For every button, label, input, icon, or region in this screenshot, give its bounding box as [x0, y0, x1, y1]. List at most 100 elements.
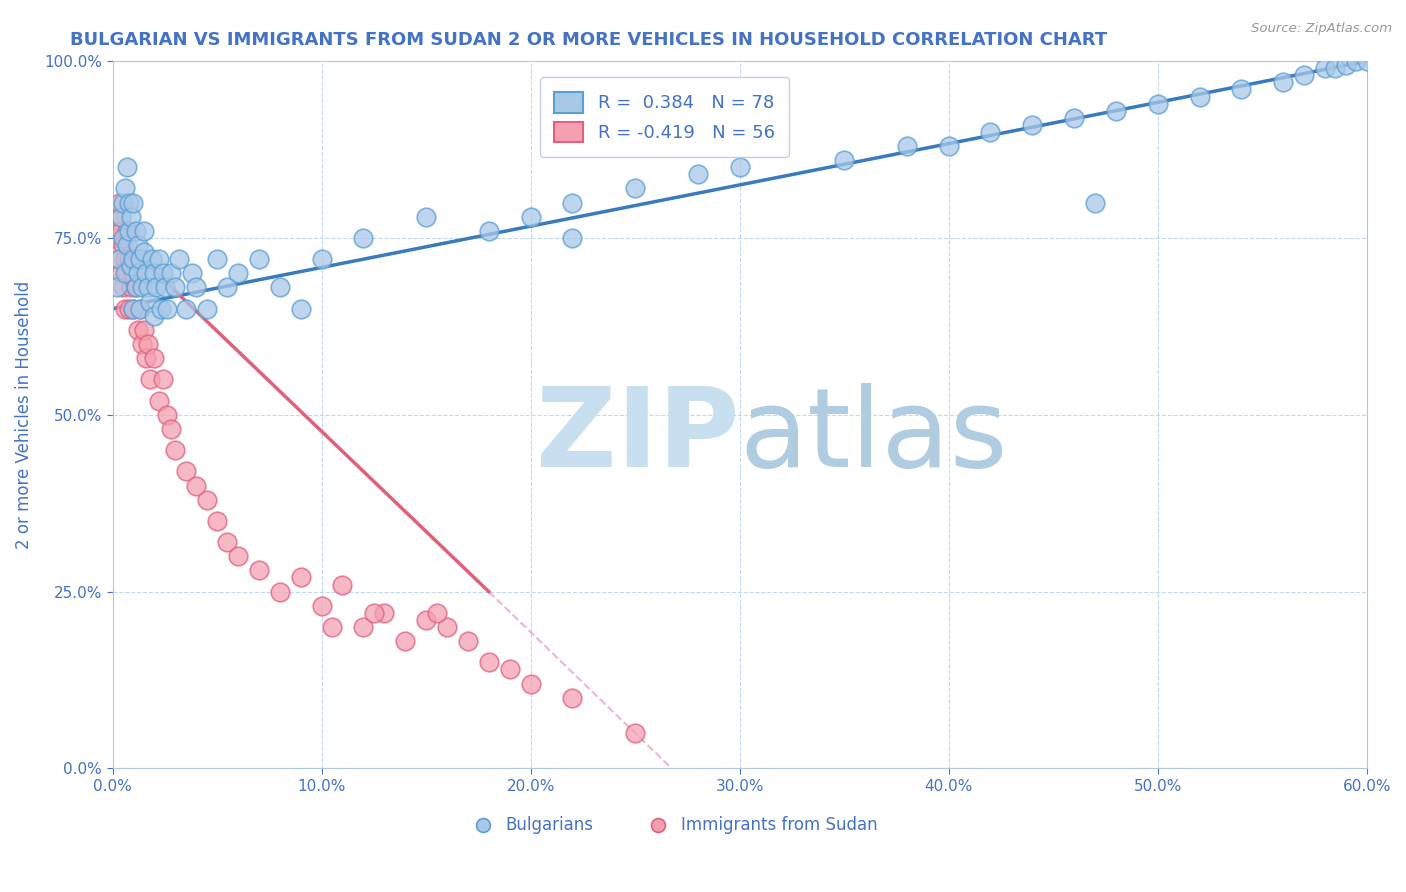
- Point: [457, 634, 479, 648]
- Point: [122, 266, 145, 280]
- Point: [149, 301, 172, 316]
- Point: [135, 351, 157, 366]
- Point: [415, 613, 437, 627]
- Point: [1084, 195, 1107, 210]
- Point: [122, 301, 145, 316]
- Point: [131, 337, 153, 351]
- Point: [107, 252, 129, 267]
- Point: [624, 726, 647, 740]
- Point: [290, 570, 312, 584]
- Text: ZIP: ZIP: [536, 383, 740, 490]
- Point: [181, 266, 204, 280]
- Point: [111, 195, 134, 210]
- Point: [136, 280, 159, 294]
- Point: [1346, 54, 1368, 69]
- Point: [394, 634, 416, 648]
- Point: [415, 210, 437, 224]
- Point: [352, 620, 374, 634]
- Point: [141, 252, 163, 267]
- Point: [1324, 61, 1347, 75]
- Point: [1063, 111, 1085, 125]
- Text: Source: ZipAtlas.com: Source: ZipAtlas.com: [1251, 22, 1392, 36]
- Point: [436, 620, 458, 634]
- Point: [122, 252, 145, 267]
- Point: [143, 266, 166, 280]
- Point: [832, 153, 855, 168]
- Point: [145, 280, 167, 294]
- Point: [624, 181, 647, 195]
- Point: [174, 464, 197, 478]
- Legend: R =  0.384   N = 78, R = -0.419   N = 56: R = 0.384 N = 78, R = -0.419 N = 56: [540, 78, 789, 157]
- Point: [127, 238, 149, 252]
- Point: [122, 195, 145, 210]
- Point: [132, 323, 155, 337]
- Point: [373, 606, 395, 620]
- Point: [169, 252, 191, 267]
- Point: [195, 301, 218, 316]
- Point: [128, 301, 150, 316]
- Point: [143, 351, 166, 366]
- Point: [561, 231, 583, 245]
- Point: [122, 301, 145, 316]
- Point: [156, 408, 179, 422]
- Point: [139, 294, 162, 309]
- Point: [107, 252, 129, 267]
- Point: [127, 323, 149, 337]
- Point: [478, 656, 501, 670]
- Text: Immigrants from Sudan: Immigrants from Sudan: [681, 816, 877, 834]
- Point: [425, 606, 447, 620]
- Point: [561, 195, 583, 210]
- Point: [311, 599, 333, 613]
- Point: [105, 210, 128, 224]
- Point: [111, 231, 134, 245]
- Point: [1313, 61, 1336, 75]
- Point: [311, 252, 333, 267]
- Point: [332, 577, 354, 591]
- Point: [118, 224, 141, 238]
- Text: BULGARIAN VS IMMIGRANTS FROM SUDAN 2 OR MORE VEHICLES IN HOUSEHOLD CORRELATION C: BULGARIAN VS IMMIGRANTS FROM SUDAN 2 OR …: [70, 31, 1108, 49]
- Point: [114, 301, 136, 316]
- Point: [118, 195, 141, 210]
- Point: [127, 266, 149, 280]
- Point: [1021, 118, 1043, 132]
- Point: [269, 584, 291, 599]
- Point: [135, 266, 157, 280]
- Point: [120, 259, 142, 273]
- Point: [124, 280, 146, 294]
- Point: [115, 224, 138, 238]
- Point: [118, 252, 141, 267]
- Point: [174, 301, 197, 316]
- Point: [1334, 58, 1357, 72]
- Point: [165, 443, 187, 458]
- Point: [226, 549, 249, 564]
- Point: [363, 606, 385, 620]
- Point: [111, 238, 134, 252]
- Point: [160, 422, 183, 436]
- Point: [115, 238, 138, 252]
- Point: [160, 266, 183, 280]
- Point: [165, 280, 187, 294]
- Point: [1292, 68, 1315, 82]
- Point: [1188, 89, 1211, 103]
- Point: [128, 301, 150, 316]
- Point: [128, 252, 150, 267]
- Point: [979, 125, 1001, 139]
- Point: [118, 301, 141, 316]
- Point: [120, 210, 142, 224]
- Point: [148, 252, 170, 267]
- Point: [132, 245, 155, 260]
- Point: [132, 224, 155, 238]
- Point: [120, 280, 142, 294]
- Point: [143, 309, 166, 323]
- Point: [139, 372, 162, 386]
- Point: [131, 280, 153, 294]
- Point: [148, 393, 170, 408]
- Point: [321, 620, 343, 634]
- Point: [1272, 75, 1295, 89]
- Y-axis label: 2 or more Vehicles in Household: 2 or more Vehicles in Household: [15, 281, 32, 549]
- Point: [195, 492, 218, 507]
- Point: [1230, 82, 1253, 96]
- Point: [519, 676, 541, 690]
- Point: [519, 210, 541, 224]
- Point: [478, 224, 501, 238]
